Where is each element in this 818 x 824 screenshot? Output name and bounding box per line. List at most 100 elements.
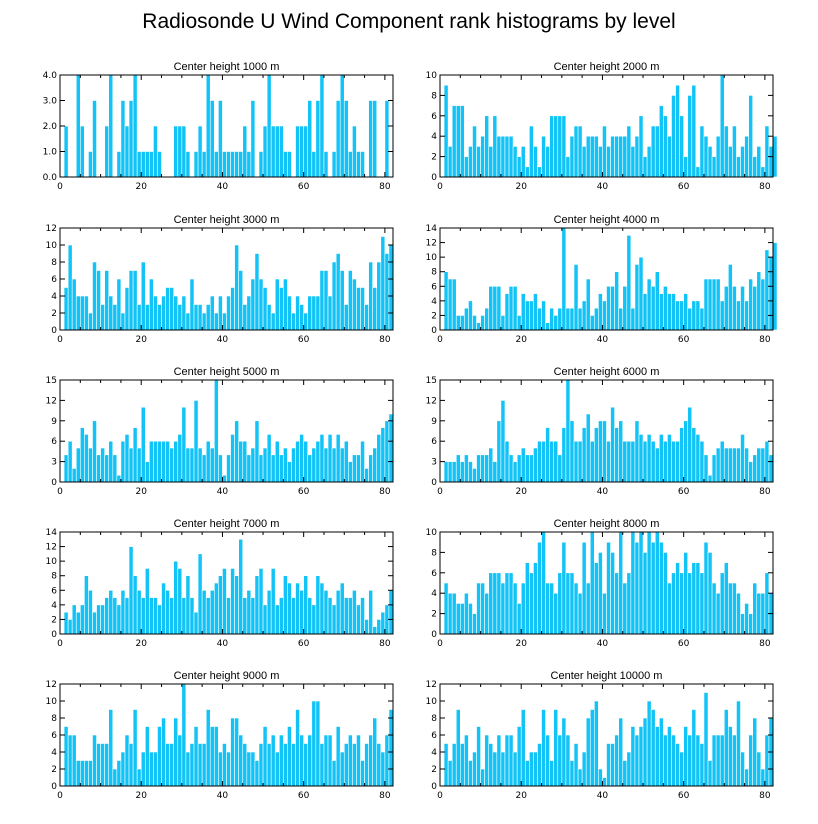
bar — [165, 287, 170, 331]
bar — [557, 734, 563, 787]
bar — [262, 287, 268, 331]
y-tick-label: 0 — [431, 478, 437, 488]
bar — [585, 278, 591, 331]
plot-frame — [59, 379, 394, 483]
bar — [715, 734, 721, 787]
bar — [654, 271, 660, 331]
bar — [230, 568, 235, 635]
bar — [250, 100, 256, 178]
bar — [80, 604, 85, 635]
bar — [319, 582, 325, 635]
bar — [598, 768, 603, 787]
bar — [772, 135, 778, 178]
bar — [303, 312, 309, 331]
bar — [348, 597, 353, 635]
bar — [100, 604, 105, 635]
bar — [484, 307, 490, 331]
bar — [703, 454, 709, 483]
bar — [598, 293, 603, 331]
bar — [84, 760, 89, 787]
bar — [258, 743, 264, 787]
y-tick-label: 4 — [431, 748, 437, 758]
bar — [287, 726, 292, 787]
bar — [388, 709, 394, 787]
y-tick-label: 2 — [431, 311, 437, 321]
bar — [565, 734, 571, 787]
bar — [254, 760, 260, 787]
bar — [707, 474, 713, 483]
bar — [472, 613, 477, 635]
bar — [311, 295, 317, 331]
bar — [492, 751, 498, 787]
bar — [723, 285, 729, 331]
bar — [679, 427, 684, 483]
y-tick-label: 6 — [431, 112, 437, 122]
bar — [311, 151, 317, 178]
bar — [124, 287, 130, 331]
bar — [622, 135, 628, 178]
bar — [500, 400, 506, 483]
bar — [464, 592, 469, 635]
bar — [736, 156, 741, 178]
bar — [185, 151, 191, 178]
bar — [618, 420, 624, 483]
bar — [760, 447, 766, 483]
bar — [663, 440, 668, 483]
bar — [529, 751, 534, 787]
bar — [443, 461, 449, 483]
x-tick-label: 60 — [298, 335, 310, 345]
bar — [484, 734, 490, 787]
bar — [687, 572, 693, 635]
bar — [132, 709, 138, 787]
x-tick-label: 40 — [597, 182, 609, 192]
bar — [748, 613, 753, 635]
y-tick-label: 8 — [51, 714, 57, 724]
bar — [335, 726, 341, 787]
bar — [638, 115, 644, 178]
bar — [667, 135, 672, 178]
bar — [214, 726, 219, 787]
bar — [488, 285, 494, 331]
bar — [447, 461, 453, 483]
bar — [492, 461, 498, 483]
bar — [88, 760, 93, 787]
bar — [472, 468, 477, 483]
bar — [335, 589, 341, 635]
bar — [319, 743, 325, 787]
bar — [504, 293, 510, 331]
bar — [545, 322, 550, 331]
x-tick-label: 60 — [298, 487, 310, 497]
bar — [323, 151, 329, 178]
panel-title: Center height 10000 m — [551, 670, 663, 682]
panel-title: Center height 2000 m — [554, 61, 660, 73]
bar — [307, 454, 313, 483]
bar — [120, 589, 126, 635]
bar — [589, 135, 595, 178]
bar — [384, 100, 390, 178]
bar — [451, 278, 457, 331]
bar — [299, 125, 304, 178]
bar — [343, 440, 349, 483]
bar — [246, 151, 252, 178]
bar — [274, 604, 280, 635]
bar — [707, 552, 713, 635]
bar — [295, 709, 300, 787]
bar — [384, 253, 390, 331]
x-tick-label: 80 — [379, 791, 391, 801]
panel-7: Center height 7000 m 0 20 40 60 80 0 2 4 6 8 10 12 14 — [46, 518, 394, 649]
bar — [100, 304, 105, 331]
bar — [740, 285, 745, 331]
bar — [630, 307, 636, 331]
bar — [703, 692, 709, 787]
bar — [512, 285, 518, 331]
bar — [654, 726, 660, 787]
x-tick-label: 0 — [57, 791, 63, 801]
bar — [63, 287, 69, 331]
bar — [537, 440, 542, 483]
bar — [703, 541, 709, 635]
bar — [315, 440, 321, 483]
x-tick-label: 20 — [135, 639, 147, 649]
x-tick-label: 60 — [298, 639, 310, 649]
bar — [598, 146, 603, 178]
bar — [650, 285, 656, 331]
